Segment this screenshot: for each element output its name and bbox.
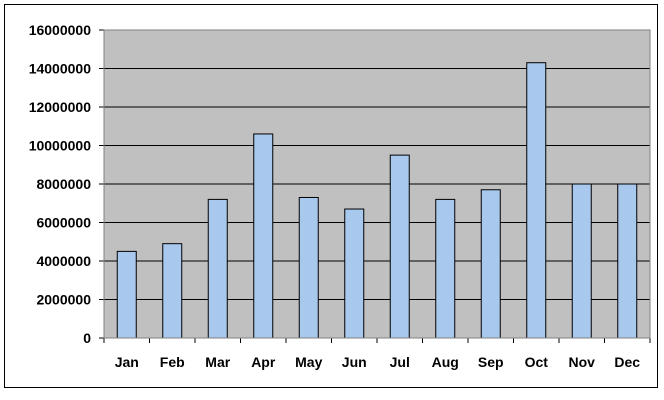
x-tick-label: Dec xyxy=(614,354,640,370)
bar-may xyxy=(298,196,319,339)
y-tick-label: 12000000 xyxy=(29,99,92,115)
x-tick-label: Aug xyxy=(432,354,459,370)
x-tick-label: Mar xyxy=(205,354,230,370)
x-tick-label: Jun xyxy=(342,354,367,370)
bar-jul xyxy=(389,154,410,339)
bar-feb xyxy=(162,243,183,339)
bar-jun xyxy=(344,208,365,339)
plot-border xyxy=(103,29,651,339)
bar-sep xyxy=(480,189,501,339)
x-tick-label: Feb xyxy=(160,354,185,370)
bar-aug xyxy=(435,198,456,339)
x-tick-label: Jul xyxy=(390,354,410,370)
y-tick-label: 10000000 xyxy=(29,138,92,154)
y-tick-label: 14000000 xyxy=(29,61,92,77)
x-tick-label: Jan xyxy=(115,354,139,370)
bar-apr xyxy=(253,133,274,339)
bar-jan xyxy=(116,250,137,339)
x-tick-label: May xyxy=(295,354,322,370)
axes xyxy=(103,29,651,339)
bars xyxy=(116,62,638,339)
y-tick-label: 16000000 xyxy=(29,22,92,38)
y-axis-tick-labels: 0 2000000 4000000 6000000 8000000 10000000 120… xyxy=(29,22,92,346)
y-tick-label: 0 xyxy=(83,330,91,346)
bar-nov xyxy=(571,183,592,339)
bar-mar xyxy=(207,198,228,339)
y-tick-label: 8000000 xyxy=(36,176,91,192)
x-tick-label: Sep xyxy=(478,354,504,370)
x-axis-tick-labels: Jan Feb Mar Apr May Jun Jul Aug Sep Oct Nov Dec xyxy=(115,354,641,370)
bar-dec xyxy=(617,183,638,339)
y-tick-label: 2000000 xyxy=(36,292,91,308)
x-tick-label: Oct xyxy=(525,354,549,370)
y-tick-label: 4000000 xyxy=(36,253,91,269)
bar-oct xyxy=(526,62,547,339)
x-tick-label: Apr xyxy=(251,354,276,370)
x-tick-label: Nov xyxy=(569,354,596,370)
y-tick-label: 6000000 xyxy=(36,215,91,231)
